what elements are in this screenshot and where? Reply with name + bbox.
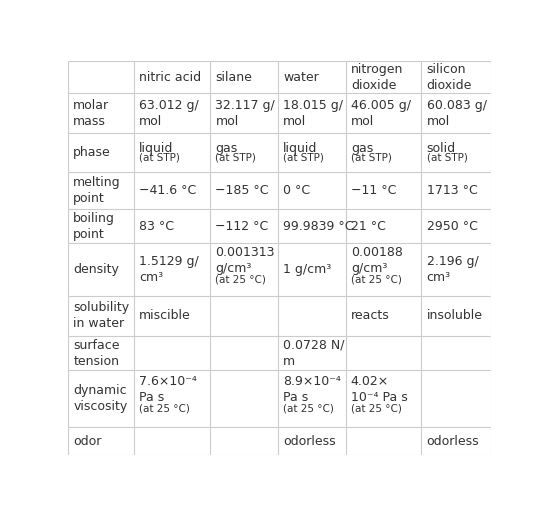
- Text: 0.00188
g/cm³: 0.00188 g/cm³: [351, 246, 403, 275]
- Text: dynamic
viscosity: dynamic viscosity: [73, 384, 128, 413]
- Text: −185 °C: −185 °C: [216, 184, 269, 197]
- Text: 18.015 g/
mol: 18.015 g/ mol: [283, 99, 343, 128]
- Text: 83 °C: 83 °C: [139, 220, 174, 233]
- Text: 4.02×
10⁻⁴ Pa s: 4.02× 10⁻⁴ Pa s: [351, 376, 407, 404]
- Text: nitrogen
dioxide: nitrogen dioxide: [351, 63, 403, 92]
- Text: silane: silane: [216, 71, 252, 84]
- Text: 1.5129 g/
cm³: 1.5129 g/ cm³: [139, 255, 199, 284]
- Text: (at STP): (at STP): [426, 153, 467, 162]
- Text: surface
tension: surface tension: [73, 339, 120, 367]
- Text: phase: phase: [73, 146, 111, 159]
- Text: 2.196 g/
cm³: 2.196 g/ cm³: [426, 255, 478, 284]
- Text: odorless: odorless: [426, 434, 479, 448]
- Text: 0.0728 N/
m: 0.0728 N/ m: [283, 339, 345, 367]
- Text: nitric acid: nitric acid: [139, 71, 201, 84]
- Text: 8.9×10⁻⁴
Pa s: 8.9×10⁻⁴ Pa s: [283, 376, 341, 404]
- Text: (at STP): (at STP): [139, 153, 180, 162]
- Text: 63.012 g/
mol: 63.012 g/ mol: [139, 99, 199, 128]
- Text: 1713 °C: 1713 °C: [426, 184, 477, 197]
- Text: (at STP): (at STP): [283, 153, 324, 162]
- Text: odorless: odorless: [283, 434, 336, 448]
- Text: reacts: reacts: [351, 309, 390, 322]
- Text: −11 °C: −11 °C: [351, 184, 396, 197]
- Text: boiling
point: boiling point: [73, 212, 115, 241]
- Text: (at 25 °C): (at 25 °C): [216, 274, 266, 284]
- Text: 0.001313
g/cm³: 0.001313 g/cm³: [216, 246, 275, 275]
- Text: 32.117 g/
mol: 32.117 g/ mol: [216, 99, 275, 128]
- Text: gas: gas: [351, 142, 373, 155]
- Text: 21 °C: 21 °C: [351, 220, 385, 233]
- Text: water: water: [283, 71, 319, 84]
- Text: 99.9839 °C: 99.9839 °C: [283, 220, 354, 233]
- Text: (at STP): (at STP): [216, 153, 256, 162]
- Text: miscible: miscible: [139, 309, 191, 322]
- Text: 46.005 g/
mol: 46.005 g/ mol: [351, 99, 411, 128]
- Text: solubility
in water: solubility in water: [73, 301, 129, 330]
- Text: 7.6×10⁻⁴
Pa s: 7.6×10⁻⁴ Pa s: [139, 376, 197, 404]
- Text: density: density: [73, 263, 119, 276]
- Text: solid: solid: [426, 142, 456, 155]
- Text: 60.083 g/
mol: 60.083 g/ mol: [426, 99, 486, 128]
- Text: −41.6 °C: −41.6 °C: [139, 184, 197, 197]
- Text: silicon
dioxide: silicon dioxide: [426, 63, 472, 92]
- Text: −112 °C: −112 °C: [216, 220, 269, 233]
- Text: 1 g/cm³: 1 g/cm³: [283, 263, 331, 276]
- Text: (at 25 °C): (at 25 °C): [351, 404, 402, 413]
- Text: 0 °C: 0 °C: [283, 184, 310, 197]
- Text: (at 25 °C): (at 25 °C): [283, 404, 334, 413]
- Text: odor: odor: [73, 434, 102, 448]
- Text: molar
mass: molar mass: [73, 99, 109, 128]
- Text: (at STP): (at STP): [351, 153, 391, 162]
- Text: gas: gas: [216, 142, 238, 155]
- Text: (at 25 °C): (at 25 °C): [351, 274, 402, 284]
- Text: liquid: liquid: [283, 142, 317, 155]
- Text: melting
point: melting point: [73, 176, 121, 205]
- Text: liquid: liquid: [139, 142, 174, 155]
- Text: 2950 °C: 2950 °C: [426, 220, 477, 233]
- Text: insoluble: insoluble: [426, 309, 483, 322]
- Text: (at 25 °C): (at 25 °C): [139, 404, 190, 413]
